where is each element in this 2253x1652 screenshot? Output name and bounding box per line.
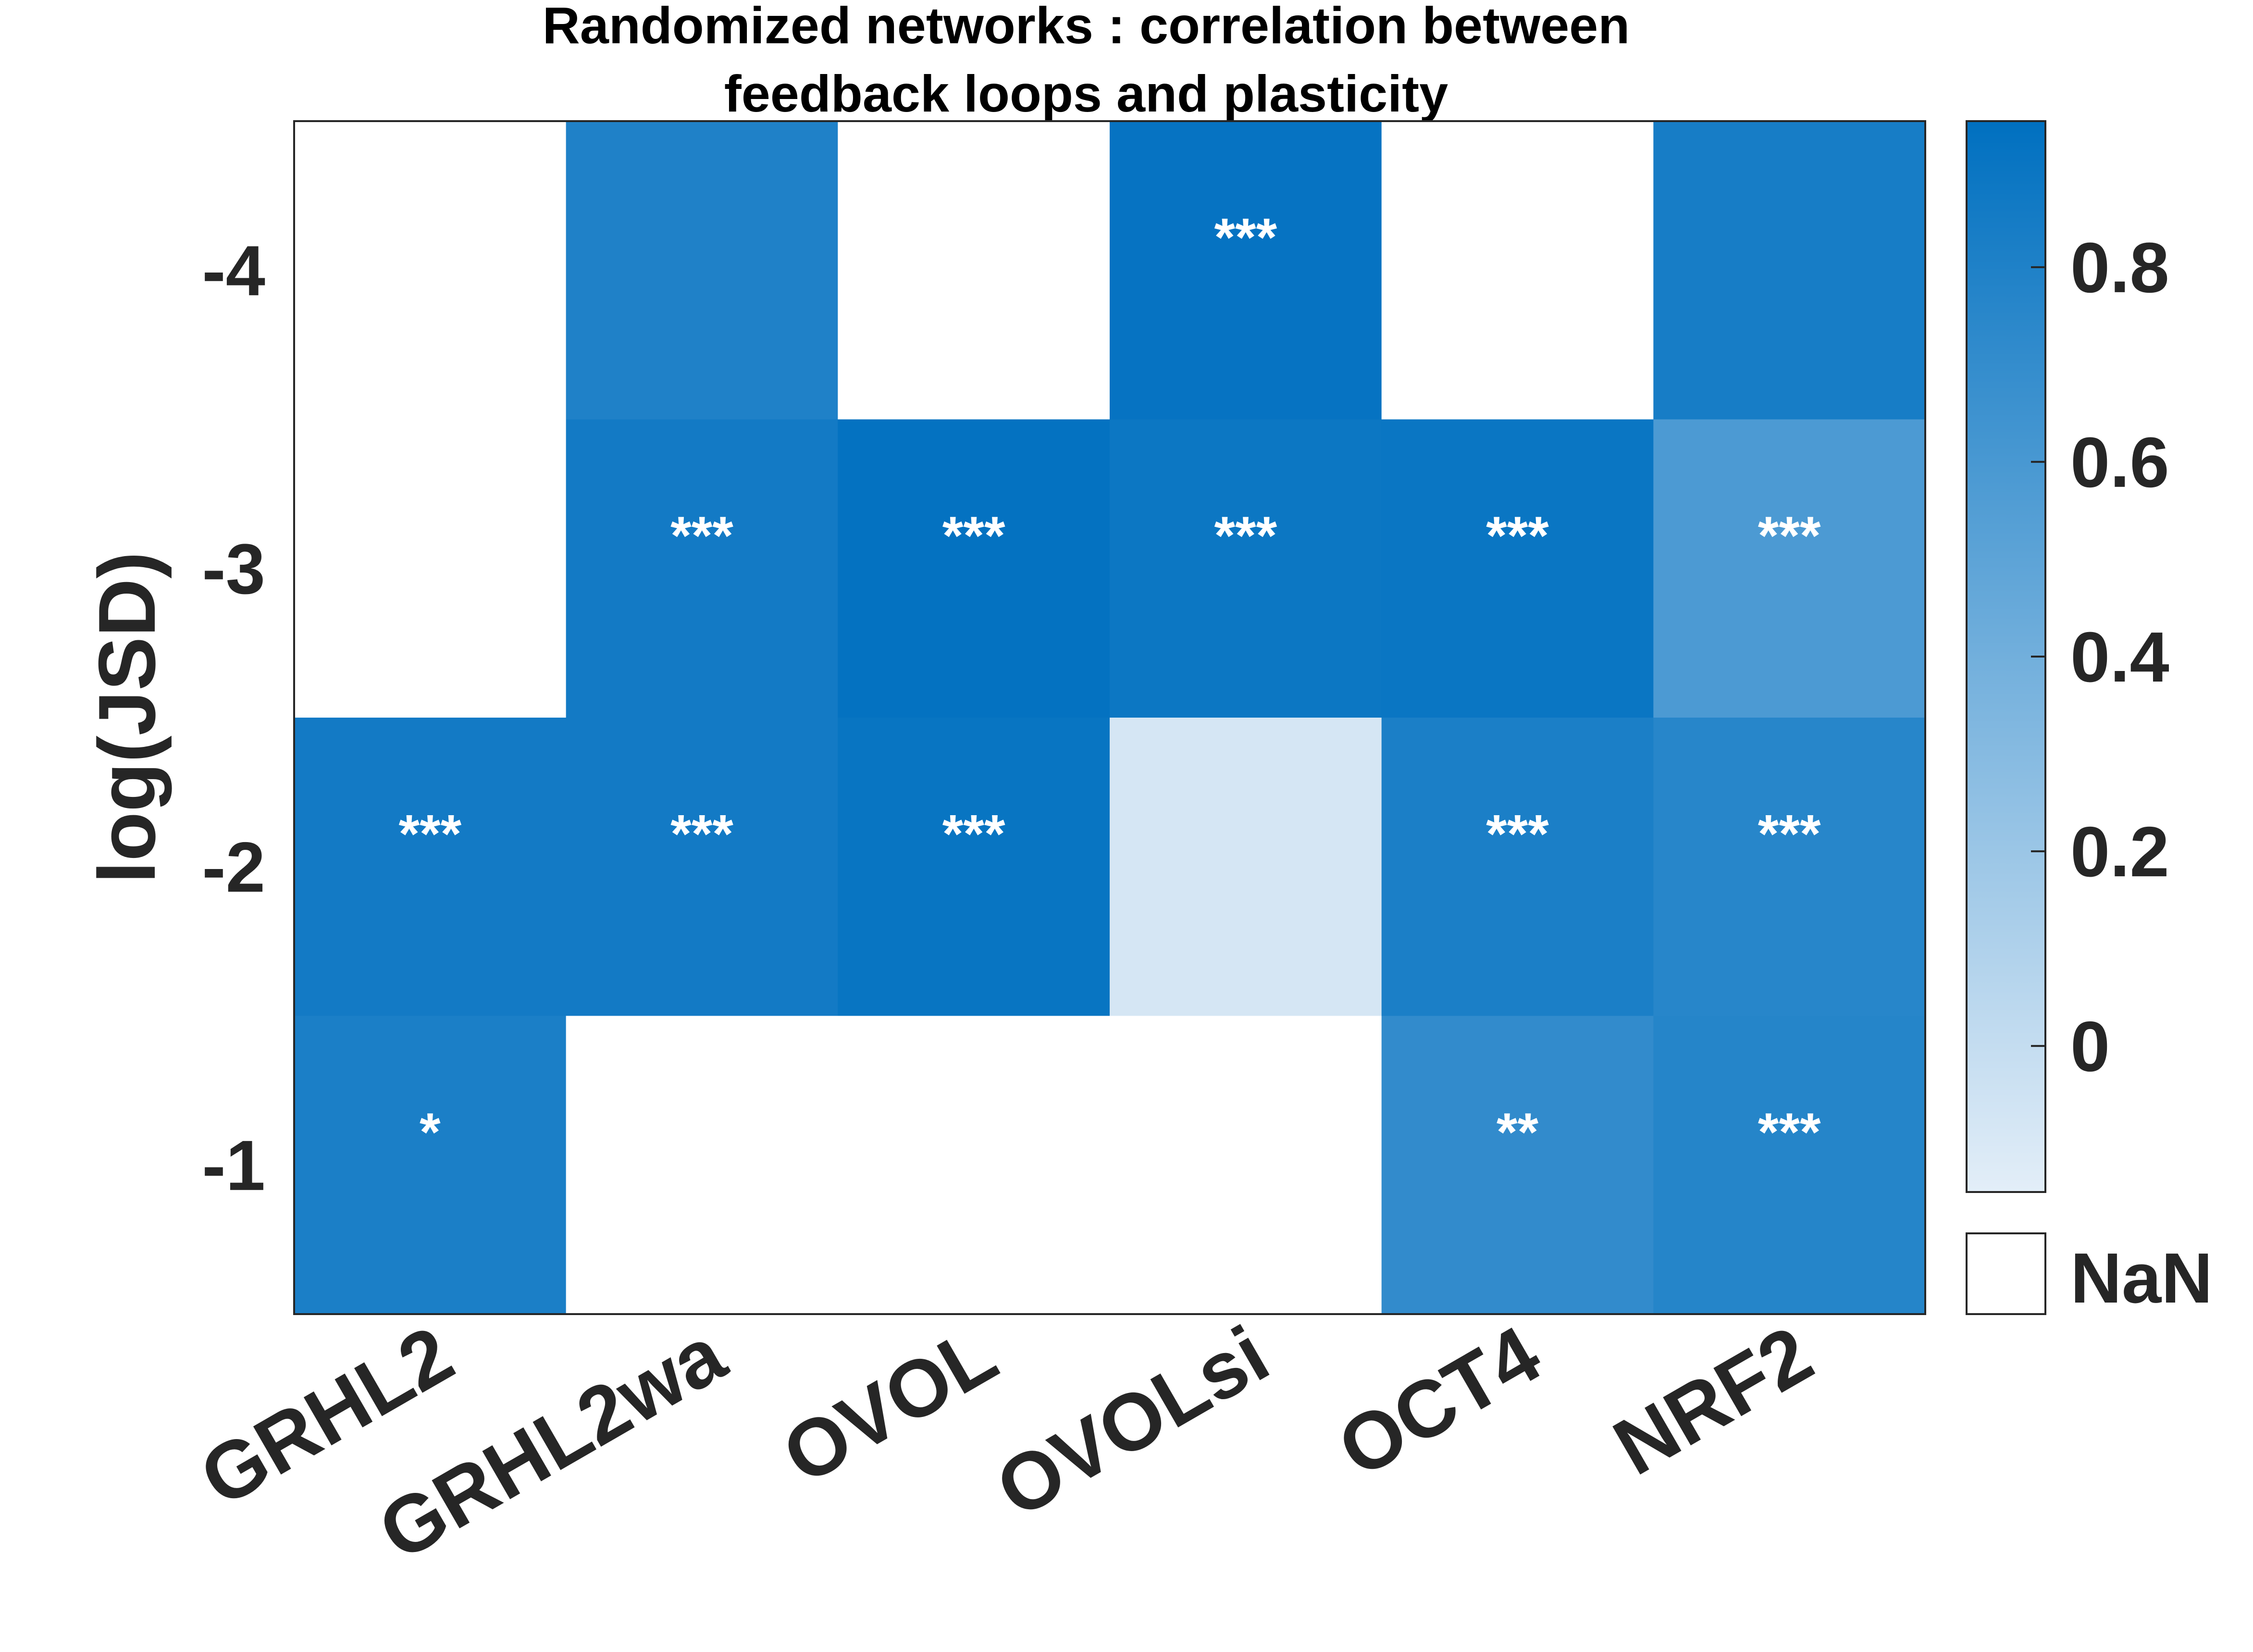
significance-marker: *** (1758, 804, 1821, 864)
heatmap-cell (1110, 121, 1382, 420)
colorbar-tick-label: 0 (2070, 1007, 2110, 1086)
significance-marker: *** (398, 804, 461, 864)
heatmap-cell (1381, 419, 1654, 718)
significance-marker: *** (942, 804, 1005, 864)
heatmap-cell (1653, 419, 1926, 718)
colorbar-tick-label: 0.2 (2070, 812, 2169, 892)
significance-marker: *** (1214, 506, 1277, 566)
y-tick-label: -4 (202, 231, 265, 311)
heatmap-cell (566, 718, 839, 1017)
heatmap-cell (838, 121, 1110, 420)
heatmap-cell (1110, 419, 1382, 718)
significance-marker: *** (670, 506, 733, 566)
heatmap-cell (1110, 718, 1382, 1017)
y-tick-label: -1 (202, 1126, 265, 1205)
heatmap-cell (1381, 1016, 1654, 1315)
y-tick-label: -3 (202, 530, 265, 609)
heatmap-cell (1381, 718, 1654, 1017)
heatmap-cell (1653, 121, 1926, 420)
plot-frame (293, 120, 1926, 1315)
heatmap-cell (838, 1016, 1110, 1315)
significance-marker: *** (1214, 207, 1277, 267)
y-axis-ticks: -4 -3 -2 -1 (202, 231, 265, 1205)
significance-markers: ****** *** *** *** ****** *** *** *** **** ** *** (398, 207, 1821, 1162)
significance-marker: *** (1758, 1102, 1821, 1162)
y-axis-label: log(JSD) (82, 552, 172, 884)
heatmap-cell (566, 121, 839, 420)
heatmap-cell (294, 1016, 567, 1315)
colorbar-ticks: 0 0.2 0.4 0.6 0.8 (2031, 228, 2169, 1086)
significance-marker: *** (1486, 506, 1549, 566)
heatmap-cell (1381, 121, 1654, 420)
significance-marker: *** (670, 804, 733, 864)
significance-marker: *** (1758, 506, 1821, 566)
heatmap-cell (566, 1016, 839, 1315)
significance-marker: *** (1486, 804, 1549, 864)
significance-marker: *** (942, 506, 1005, 566)
heatmap-cell (1653, 718, 1926, 1017)
heatmap-cell (838, 718, 1110, 1017)
heatmap-cell (566, 419, 839, 718)
colorbar-tick-label: 0.4 (2070, 618, 2169, 697)
heatmap-cell (1653, 1016, 1926, 1315)
heatmap-cells (294, 121, 1926, 1315)
y-tick-label: -2 (202, 828, 265, 907)
heatmap-cell (1110, 1016, 1382, 1315)
colorbar-tick-label: 0.6 (2070, 423, 2169, 502)
heatmap-cell (294, 718, 567, 1017)
chart-title-line-2: feedback loops and plasticity (724, 64, 1448, 123)
nan-legend-label: NaN (2070, 1239, 2213, 1318)
significance-marker: * (420, 1102, 441, 1162)
nan-legend-swatch (1966, 1232, 2046, 1315)
significance-marker: ** (1497, 1102, 1539, 1162)
heatmap-cell (294, 121, 567, 420)
heatmap-cell (838, 419, 1110, 718)
chart-title-line-1: Randomized networks : correlation betwee… (543, 0, 1630, 54)
colorbar-tick-label: 0.8 (2070, 228, 2169, 308)
heatmap-cell (294, 419, 567, 718)
